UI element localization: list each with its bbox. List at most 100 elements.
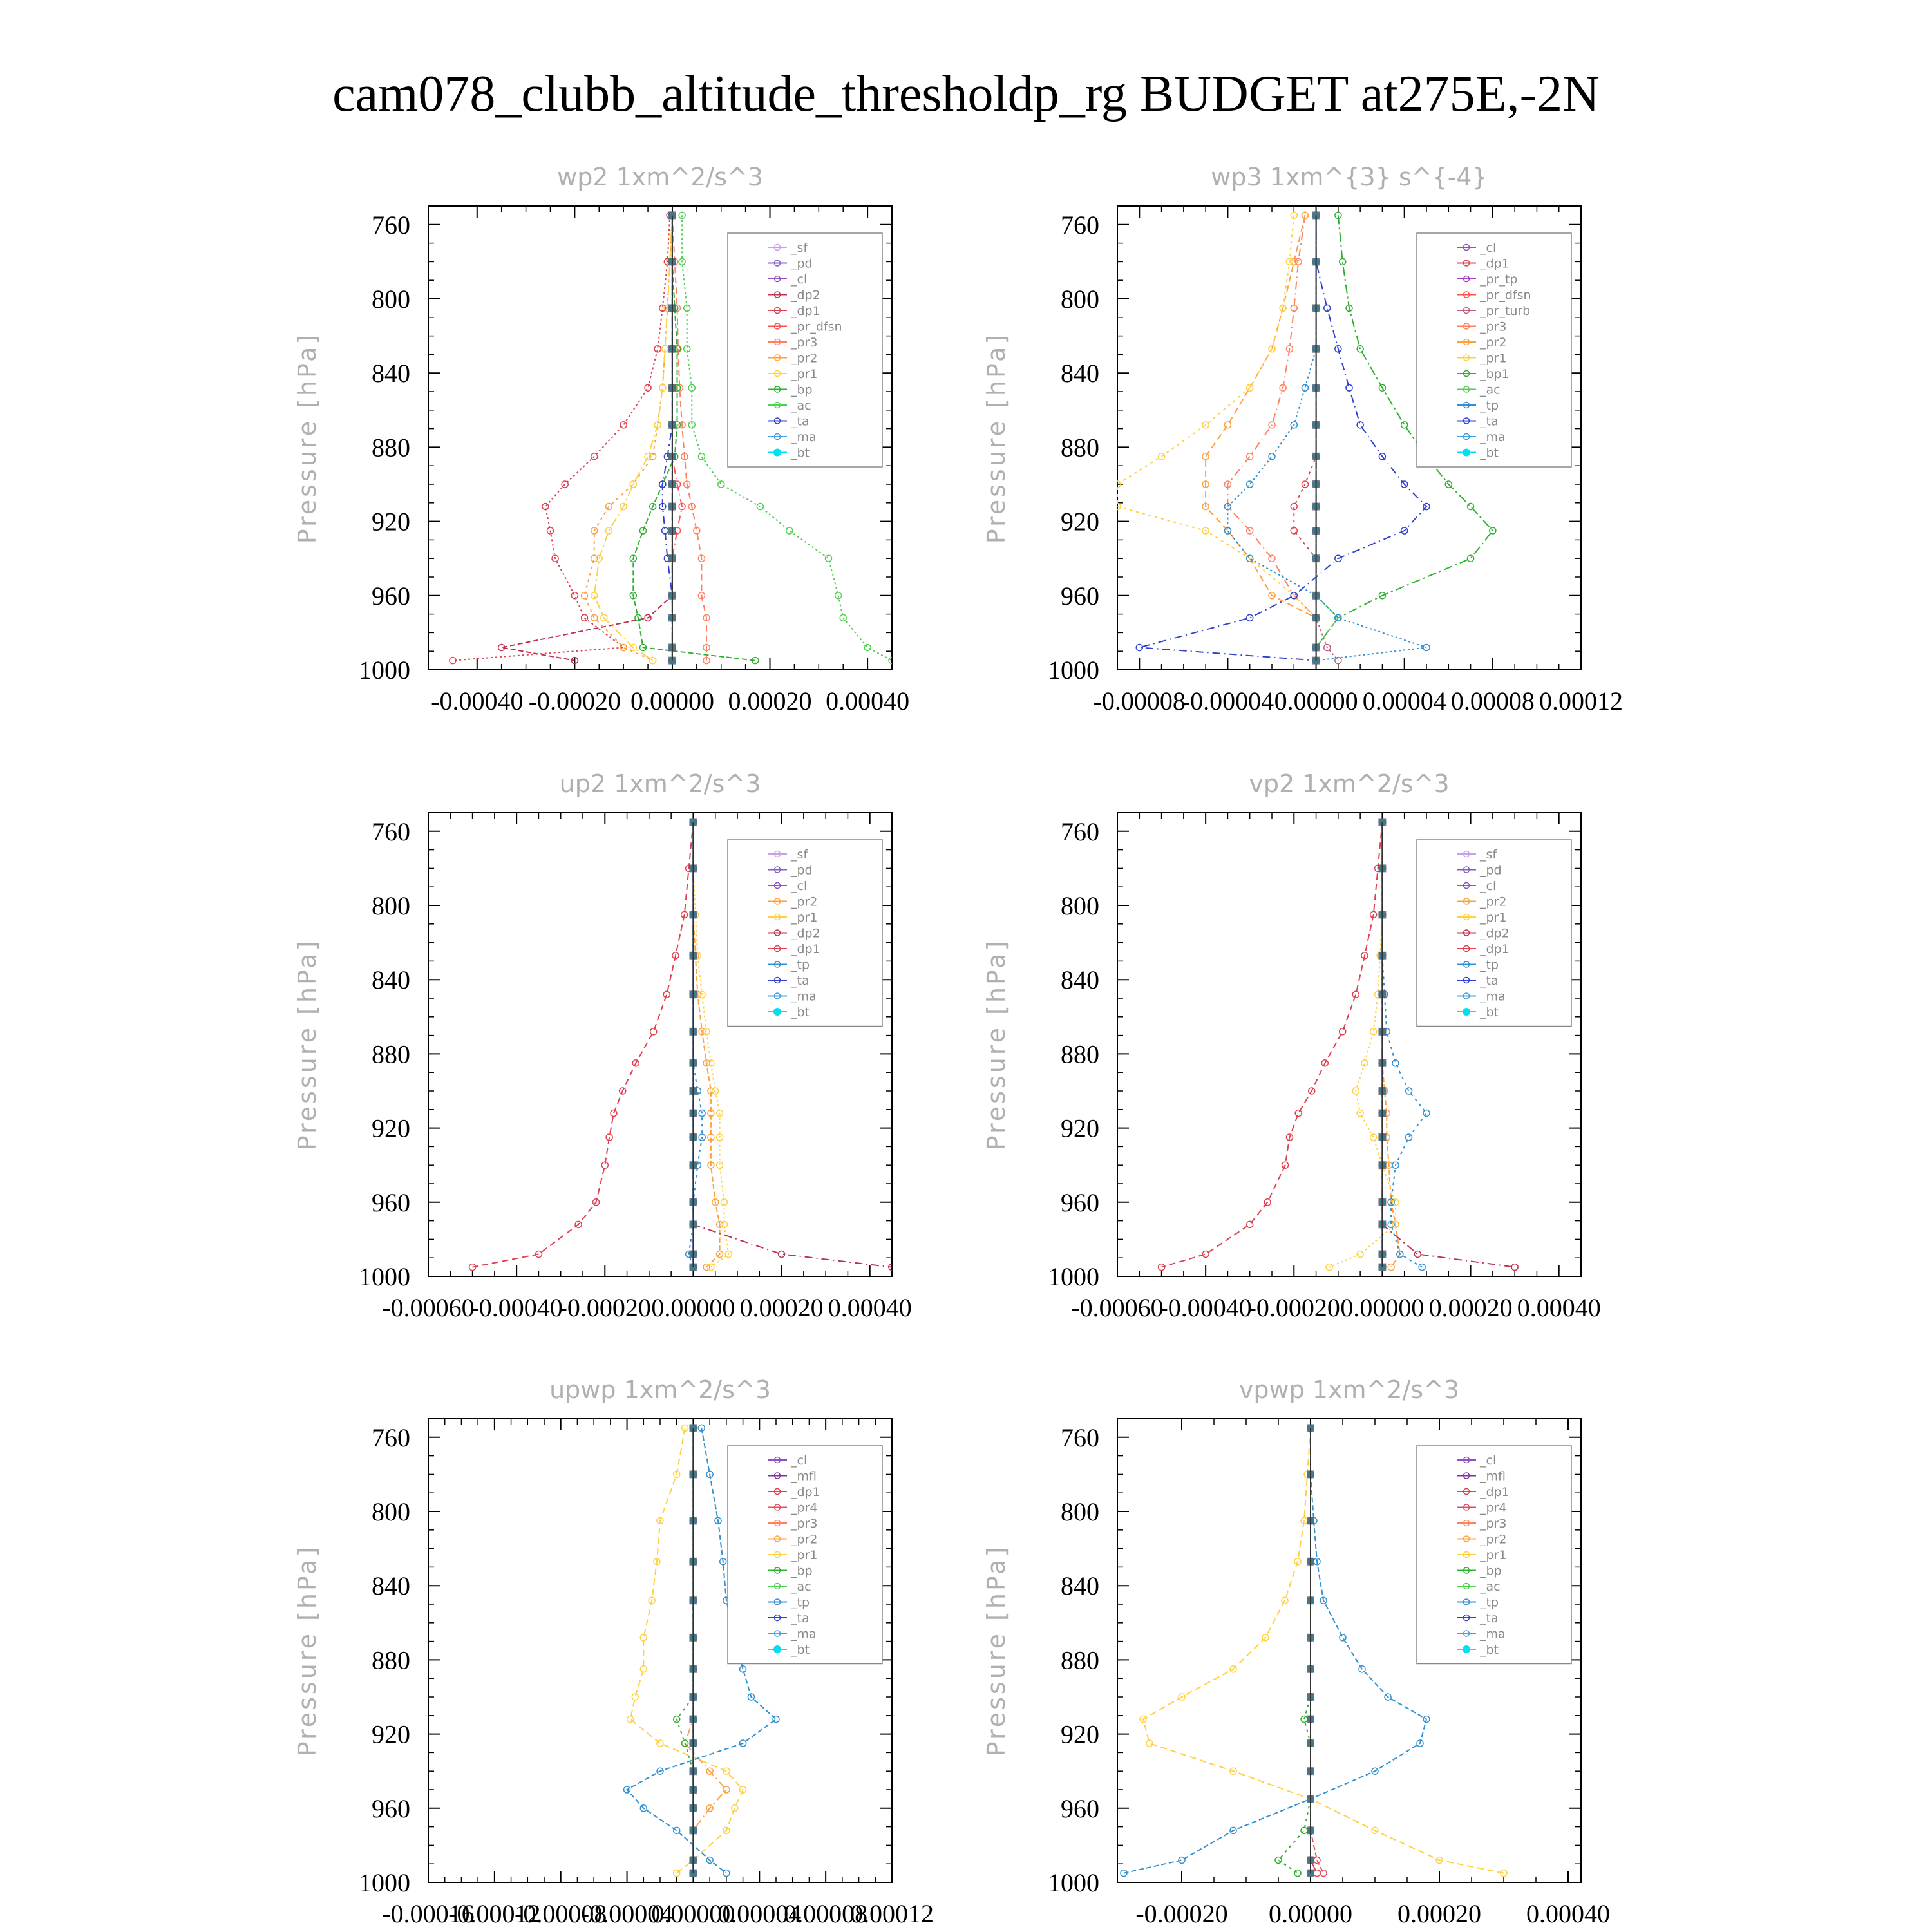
legend-label: _mfl xyxy=(1479,1470,1506,1484)
legend-label: _tp xyxy=(1479,399,1499,413)
x-tick-label: -0.00020 xyxy=(1135,1899,1227,1928)
legend-label: _pr_turb xyxy=(1479,304,1530,318)
data-point xyxy=(1378,384,1387,392)
data-point xyxy=(1117,502,1121,511)
data-point xyxy=(683,345,691,353)
legend: _sf _pd_cl _pr2 _pr1 _dp2_dp1 _tp _ta _ma_bt xyxy=(727,839,883,1027)
legend-label: _ta xyxy=(790,415,810,429)
data-point xyxy=(1245,554,1254,562)
legend-label: _ta xyxy=(1479,415,1499,429)
series-line-pr2 xyxy=(692,822,721,1268)
legend-marker xyxy=(773,866,781,873)
y-tick-label: 920 xyxy=(372,507,410,536)
data-point xyxy=(672,1826,681,1835)
legend-marker xyxy=(773,882,781,889)
data-point xyxy=(678,211,686,220)
legend-marker xyxy=(1463,386,1470,393)
legend-label: _dp2 xyxy=(790,927,820,941)
data-point xyxy=(1120,1869,1128,1877)
data-point xyxy=(1264,1198,1271,1206)
data-point xyxy=(1345,304,1353,312)
data-point xyxy=(703,656,710,665)
data-point xyxy=(600,614,608,622)
legend: _cl _mfl_dp1 _pr4 _pr3 _pr2_pr1 _bp _ac _tp_ta _… xyxy=(727,1445,883,1665)
data-point xyxy=(1334,211,1342,220)
legend-marker xyxy=(1463,850,1470,858)
series-line-pr3 xyxy=(671,215,707,661)
data-point xyxy=(681,1424,689,1432)
legend-label: _tp xyxy=(790,1596,810,1610)
legend-marker xyxy=(1463,1008,1470,1016)
data-point xyxy=(1320,1869,1327,1877)
data-point xyxy=(714,1517,722,1525)
data-point xyxy=(1392,1161,1399,1169)
panel-5: upwp 1xm^2/s^3 Pressure [hPa] 760 800 840 880… xyxy=(293,1376,934,1928)
legend-marker xyxy=(1463,913,1470,921)
data-point xyxy=(1268,345,1276,353)
legend-label: _bt xyxy=(790,1643,810,1657)
data-point xyxy=(595,554,603,562)
data-point xyxy=(551,554,559,562)
data-point xyxy=(659,304,667,312)
data-point xyxy=(1334,656,1342,665)
data-point xyxy=(1202,502,1209,511)
data-point xyxy=(1268,453,1276,460)
y-axis-label: Pressure [hPa] xyxy=(293,939,321,1151)
data-point xyxy=(605,527,613,535)
figure-title: cam078_clubb_altitude_thresholdp_rg BUDG… xyxy=(332,66,1600,122)
legend-box xyxy=(727,232,883,468)
series-line-pr2 xyxy=(1381,822,1401,1268)
data-point xyxy=(707,1109,715,1117)
data-point xyxy=(649,1028,658,1036)
x-tick-label: -0.00060 xyxy=(1071,1293,1163,1322)
legend-marker xyxy=(773,323,781,330)
data-point xyxy=(1294,1109,1302,1117)
data-point xyxy=(1294,258,1302,266)
legend-marker xyxy=(773,1535,781,1542)
legend-label: _pr1 xyxy=(790,1548,817,1562)
legend-marker xyxy=(773,1645,781,1653)
data-point xyxy=(1435,1856,1443,1864)
legend-label: _bp xyxy=(790,383,813,397)
data-point xyxy=(715,1109,724,1117)
legend-box xyxy=(1416,1445,1572,1665)
series-group xyxy=(449,211,892,665)
data-point xyxy=(1290,304,1298,312)
x-tick-label: 0.00008 xyxy=(1451,687,1535,715)
data-point xyxy=(1224,480,1232,488)
y-tick-label: 1000 xyxy=(1048,1868,1099,1897)
data-point xyxy=(672,1470,681,1479)
legend-marker xyxy=(773,354,781,361)
data-point xyxy=(693,527,701,535)
legend-label: _bt xyxy=(1479,446,1499,460)
y-tick-label: 960 xyxy=(1061,582,1099,611)
x-tick-label: -0.00012 xyxy=(448,1899,540,1928)
legend-marker xyxy=(773,386,781,393)
data-point xyxy=(571,656,579,665)
series-line-dp1 xyxy=(472,822,694,1268)
data-point xyxy=(834,592,842,600)
x-tick-label: 0.00020 xyxy=(1429,1293,1513,1322)
data-point xyxy=(1369,1133,1378,1141)
data-point xyxy=(1321,1059,1329,1067)
legend-marker xyxy=(773,275,781,283)
panel-2: wp3 1xm^{3} s^{-4} Pressure [hPa] 760 800 84… xyxy=(982,163,1623,715)
data-point xyxy=(644,384,652,392)
data-point xyxy=(706,1856,714,1864)
y-tick-label: 840 xyxy=(372,1571,410,1600)
y-tick-label: 760 xyxy=(1061,211,1099,240)
legend-label: _dp1 xyxy=(1479,942,1510,956)
data-point xyxy=(1338,1028,1347,1036)
y-tick-label: 1000 xyxy=(359,656,410,685)
data-point xyxy=(1285,345,1294,353)
data-point xyxy=(703,1059,710,1067)
data-point xyxy=(1229,1826,1237,1835)
legend-label: _bp xyxy=(1479,1564,1502,1578)
legend-box xyxy=(727,1445,883,1665)
panel-title: upwp 1xm^2/s^3 xyxy=(549,1376,771,1404)
legend-marker xyxy=(1463,976,1470,984)
data-point xyxy=(1202,527,1209,535)
data-point xyxy=(1301,384,1309,392)
legend-marker xyxy=(773,1504,781,1511)
data-point xyxy=(1358,1665,1366,1673)
